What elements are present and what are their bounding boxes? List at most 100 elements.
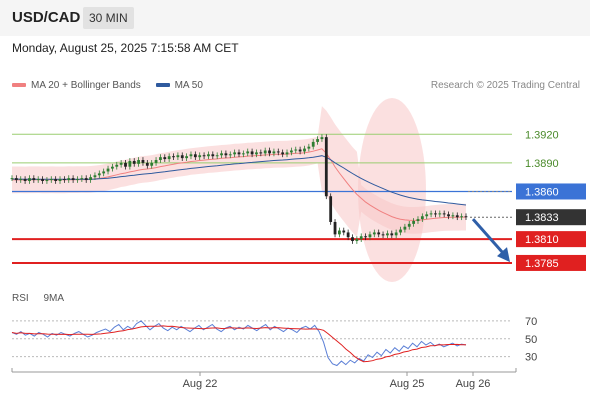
candle-body	[460, 216, 464, 218]
candle-body	[346, 232, 350, 238]
candle-body	[58, 179, 62, 181]
candle-body	[381, 234, 385, 236]
candle-body	[420, 216, 424, 220]
legend-item-rsi: RSI	[12, 293, 29, 304]
candle-body	[324, 137, 328, 197]
candle-body	[220, 153, 223, 156]
candle-body	[442, 213, 446, 215]
candle-body	[455, 215, 459, 218]
candle-body	[250, 151, 254, 155]
candle-body	[407, 223, 411, 227]
candle-body	[255, 152, 258, 155]
legend-label-ma20: MA 20 + Bollinger Bands	[31, 80, 141, 91]
candle-body	[102, 171, 106, 174]
candle-body	[342, 230, 346, 233]
bollinger-bands	[12, 98, 466, 282]
bollinger-band-expansion	[358, 98, 426, 282]
timeframe-badge[interactable]: 30 MIN	[83, 7, 134, 29]
candle-body	[150, 162, 154, 166]
candle-body	[241, 153, 245, 155]
candle-body	[111, 166, 114, 169]
candle-body	[36, 179, 40, 181]
candle-body	[159, 157, 162, 161]
candle-body	[333, 221, 337, 235]
level-1-3833-tag	[516, 209, 586, 226]
bollinger-band-area	[12, 106, 466, 238]
candle-body	[97, 173, 101, 176]
candle-body	[276, 151, 280, 153]
level-1-3785-label: 1.3785	[525, 258, 559, 270]
candle-body	[41, 179, 44, 181]
level-1-3920-label: 1.3920	[525, 129, 559, 141]
candle-body	[259, 152, 263, 154]
candle-body	[67, 178, 71, 181]
candle-body	[281, 152, 285, 155]
candle-body	[447, 214, 450, 217]
candle-body	[320, 137, 324, 140]
candle-body	[416, 219, 420, 222]
candle-body	[84, 178, 88, 181]
candle-body	[425, 214, 429, 217]
candle-body	[412, 221, 416, 224]
candle-body	[294, 149, 298, 151]
rsi-level-label-70: 70	[525, 316, 537, 328]
candle-body	[106, 168, 110, 172]
candle-body	[272, 151, 276, 154]
rsi-legend: RSI 9MA	[12, 293, 76, 304]
candle-body	[167, 156, 171, 160]
level-1-3810-label: 1.3810	[525, 234, 559, 246]
rsi-level-label-30: 30	[525, 352, 537, 364]
candle-body	[14, 178, 18, 181]
candle-body	[189, 154, 193, 157]
candle-body	[351, 237, 354, 242]
legend-label-ma50: MA 50	[174, 80, 203, 91]
candle-body	[263, 150, 267, 154]
candles	[10, 134, 468, 244]
candle-body	[176, 155, 180, 158]
level-1-3833-label: 1.3833	[525, 212, 559, 224]
candle-body	[80, 178, 84, 180]
candle-body	[268, 150, 271, 154]
candle-body	[372, 232, 376, 235]
candle-body	[368, 234, 372, 238]
legend-item-9ma: 9MA	[43, 293, 64, 304]
candle-body	[180, 155, 184, 159]
candle-body	[311, 141, 315, 147]
candle-body	[28, 178, 31, 181]
legend-item-ma50: MA 50	[155, 80, 203, 91]
candle-body	[128, 160, 132, 167]
rsi-level-label-50: 50	[525, 334, 537, 346]
candle-body	[154, 160, 158, 163]
forecast-arrow-head	[497, 247, 510, 263]
candle-body	[355, 239, 359, 242]
candle-body	[19, 179, 23, 181]
candle-body	[390, 233, 394, 236]
candle-body	[434, 213, 437, 215]
main-legend: MA 20 + Bollinger Bands MA 50	[12, 80, 215, 91]
candle-body	[49, 179, 53, 181]
candle-body	[207, 154, 210, 157]
candle-body	[198, 155, 202, 158]
candle-body	[45, 180, 49, 182]
candle-body	[399, 229, 402, 233]
candle-body	[10, 178, 14, 180]
candle-body	[338, 230, 341, 235]
legend-label-9ma: 9MA	[43, 293, 65, 304]
candle-body	[377, 232, 381, 235]
candle-body	[329, 196, 333, 222]
candle-body	[228, 154, 232, 156]
candle-body	[307, 146, 311, 149]
candle-body	[124, 162, 127, 167]
legend-item-ma20: MA 20 + Bollinger Bands	[12, 80, 141, 91]
candle-body	[364, 236, 367, 238]
candle-body	[202, 155, 206, 157]
candle-body	[54, 179, 58, 181]
candle-body	[93, 175, 97, 178]
candle-body	[62, 179, 66, 181]
level-1-3860-tag	[516, 183, 586, 200]
candle-body	[403, 226, 407, 230]
candle-body	[359, 236, 363, 240]
candle-body	[137, 160, 140, 164]
